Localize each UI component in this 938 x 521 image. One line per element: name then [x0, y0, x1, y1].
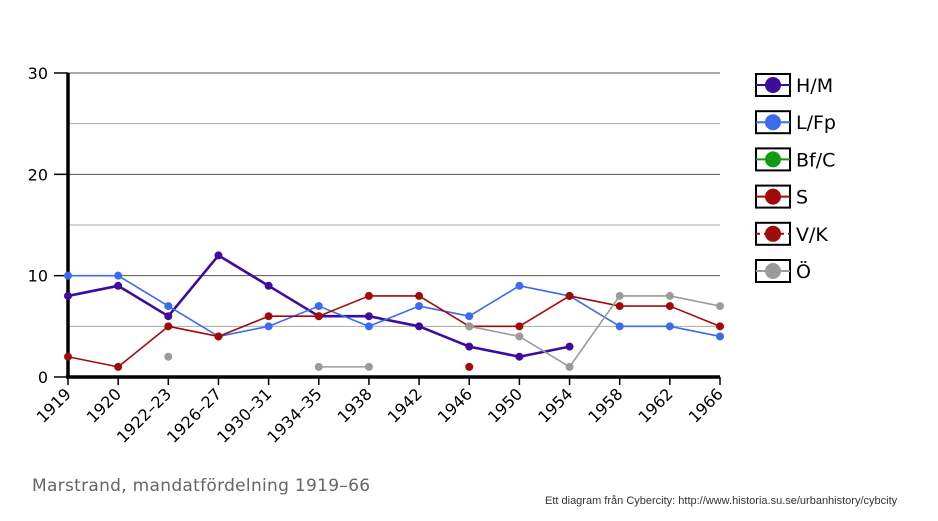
data-point	[465, 312, 474, 321]
data-point	[164, 302, 173, 311]
grid-lines	[68, 72, 720, 327]
y-tick-label: 20	[28, 165, 48, 184]
series-group	[64, 251, 724, 371]
legend: H/M L/Fp Bf/C S V/K Ö	[755, 73, 836, 283]
x-tick-label: 1920	[83, 384, 125, 426]
legend-label: Bf/C	[796, 149, 835, 171]
data-point	[164, 352, 173, 361]
data-point	[164, 312, 173, 321]
series-line	[469, 295, 721, 368]
x-tick-label: 1966	[685, 384, 727, 426]
series-5	[164, 291, 724, 371]
data-point	[465, 342, 474, 351]
data-point	[665, 291, 674, 300]
x-tick-label: 1938	[334, 384, 376, 426]
x-tick-label: 1942	[384, 384, 426, 426]
series-3	[64, 291, 724, 371]
legend-swatch-marker	[765, 263, 781, 279]
y-tick-label: 30	[28, 64, 48, 83]
data-point	[515, 281, 524, 290]
data-point	[565, 362, 574, 371]
legend-swatch-marker	[765, 114, 781, 131]
axes	[54, 72, 721, 385]
x-tick-label: 1958	[584, 384, 626, 426]
legend-label: L/Fp	[796, 112, 836, 134]
data-point	[64, 271, 72, 280]
data-point	[465, 322, 474, 331]
legend-item: Bf/C	[755, 147, 835, 172]
legend-item: S	[755, 184, 808, 209]
data-point	[716, 332, 724, 341]
legend-item: H/M	[755, 73, 833, 97]
legend-swatch-marker	[765, 225, 781, 242]
data-point	[364, 291, 373, 300]
legend-swatch-marker	[765, 77, 781, 93]
legend-item: L/Fp	[755, 110, 836, 135]
data-point	[164, 322, 173, 331]
data-point	[615, 322, 624, 331]
data-point	[214, 332, 223, 341]
legend-label: S	[796, 187, 808, 209]
data-point	[515, 352, 524, 361]
data-point	[565, 342, 574, 351]
data-point	[615, 302, 624, 311]
data-point	[665, 322, 674, 331]
data-point	[64, 291, 72, 300]
data-point	[665, 302, 674, 311]
data-point	[615, 291, 624, 300]
data-point	[364, 362, 373, 371]
data-point	[716, 302, 724, 311]
x-tick-label: 1934–35	[263, 384, 325, 446]
data-point	[465, 362, 474, 371]
x-tick-label: 1946	[434, 384, 476, 426]
y-tick-label: 0	[38, 368, 48, 387]
data-point	[314, 302, 323, 311]
data-point	[114, 271, 123, 280]
series-4	[465, 362, 474, 371]
data-point	[264, 312, 273, 321]
legend-label: V/K	[796, 224, 828, 246]
data-point	[415, 302, 424, 311]
data-point	[415, 322, 424, 331]
legend-item: V/K	[755, 221, 828, 246]
x-tick-label: 1954	[534, 384, 576, 426]
legend-label: Ö	[796, 260, 811, 283]
data-point	[314, 362, 323, 371]
data-point	[264, 322, 273, 331]
y-tick-labels: 0 10 20 30	[28, 64, 48, 387]
y-tick-label: 10	[28, 267, 48, 286]
legend-label: H/M	[796, 75, 833, 97]
data-point	[64, 352, 72, 361]
data-point	[114, 281, 123, 290]
series-line	[67, 295, 721, 368]
data-point	[114, 362, 123, 371]
data-point	[264, 281, 273, 290]
legend-swatch-marker	[765, 151, 781, 168]
x-tick-label: 1950	[484, 384, 526, 426]
data-point	[364, 312, 373, 321]
data-point	[214, 251, 223, 260]
data-point	[716, 322, 724, 331]
data-point	[415, 291, 424, 300]
x-tick-label: 1962	[634, 384, 676, 426]
credit-text: Ett diagram från Cybercity: http://www.h…	[545, 495, 898, 507]
data-point	[364, 322, 373, 331]
data-point	[314, 312, 323, 321]
data-point	[515, 332, 524, 341]
x-tick-label: 1919	[33, 384, 75, 426]
series-line	[68, 274, 721, 338]
data-point	[565, 291, 574, 300]
legend-swatch-marker	[765, 188, 781, 205]
chart-caption: Marstrand, mandatfördelning 1919–66	[32, 476, 371, 496]
legend-item: Ö	[755, 259, 811, 283]
data-point	[515, 322, 524, 331]
